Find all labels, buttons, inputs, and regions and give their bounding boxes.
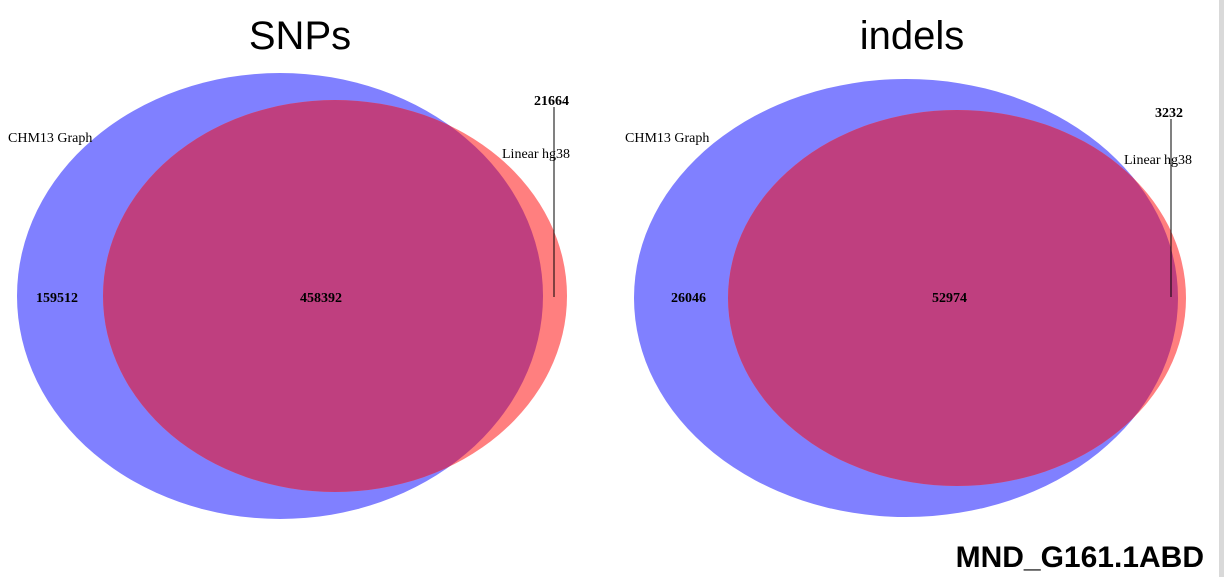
only-a-count: 26046 bbox=[671, 291, 706, 306]
venn-diagram-indels: CHM13 Graph Linear hg38 26046 52974 3232 bbox=[625, 79, 1192, 517]
page-right-border bbox=[1219, 0, 1224, 577]
venn-diagram-snps: CHM13 Graph Linear hg38 159512 458392 21… bbox=[8, 73, 570, 519]
venn-title: indels bbox=[859, 14, 965, 58]
set-b-label: Linear hg38 bbox=[1124, 153, 1192, 168]
only-b-count: 21664 bbox=[534, 94, 569, 109]
overlap-region bbox=[103, 100, 543, 492]
overlap-count: 52974 bbox=[932, 291, 967, 306]
venn-title: SNPs bbox=[248, 14, 352, 58]
only-b-count: 3232 bbox=[1155, 106, 1183, 121]
overlap-count: 458392 bbox=[300, 291, 342, 306]
set-a-label: CHM13 Graph bbox=[625, 131, 709, 146]
set-b-label: Linear hg38 bbox=[502, 147, 570, 162]
sample-id-label: MND_G161.1ABD bbox=[955, 541, 1204, 574]
venn-panel-indels: indels CHM13 Graph Linear hg38 26046 529… bbox=[612, 0, 1212, 577]
only-a-count: 159512 bbox=[36, 291, 78, 306]
venn-panel-snps: SNPs CHM13 Graph Linear hg38 159512 4583… bbox=[0, 0, 600, 577]
set-a-label: CHM13 Graph bbox=[8, 131, 92, 146]
